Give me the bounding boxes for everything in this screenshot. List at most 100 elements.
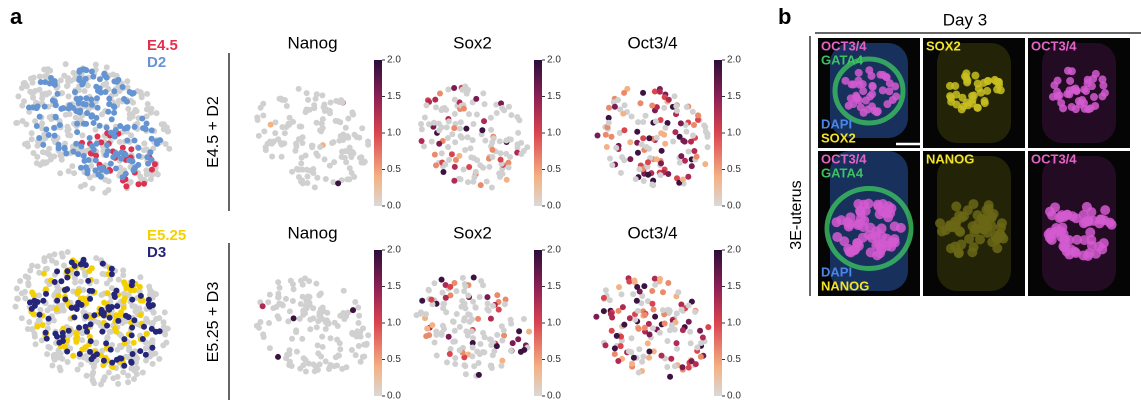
cell-dot <box>139 115 146 122</box>
colorbar-tick-label: 2.0 <box>387 55 401 66</box>
nucleus <box>1082 250 1093 261</box>
cell-dot <box>611 103 618 110</box>
cell-dot <box>357 358 364 365</box>
cell-dot <box>82 323 89 330</box>
cell-dot <box>453 311 460 318</box>
cell-dot <box>447 283 454 290</box>
nucleus <box>1069 85 1078 94</box>
nucleus <box>852 238 863 249</box>
cell-dot <box>652 313 659 320</box>
cell-dot <box>43 290 50 297</box>
cell-dot <box>98 292 105 299</box>
nucleus <box>841 76 850 85</box>
cell-dot <box>488 184 495 191</box>
cell-dot <box>318 128 325 135</box>
cell-dot <box>451 338 458 345</box>
nucleus <box>1085 227 1096 238</box>
cell-dot <box>265 299 272 306</box>
cell-dot <box>88 101 95 108</box>
cell-dot <box>635 369 642 376</box>
cell-dot <box>617 343 624 350</box>
nucleus <box>947 222 958 233</box>
colorbar-tick-label: 2.0 <box>727 245 741 256</box>
colorbar-tick-label: 0.5 <box>547 354 561 365</box>
cell-dot <box>311 184 318 191</box>
cell-dot <box>71 170 78 177</box>
cell-dot <box>128 146 135 153</box>
cell-dot <box>691 148 698 155</box>
cell-dot <box>93 152 100 159</box>
colorbar-tick-label: 1.5 <box>387 281 401 292</box>
cell-dot <box>295 173 302 180</box>
cell-dot <box>141 180 148 187</box>
cell-dot <box>479 127 486 134</box>
cell-dot <box>88 68 95 75</box>
cell-dot <box>678 301 685 308</box>
cell-dot <box>18 315 25 322</box>
cell-dot <box>346 144 353 151</box>
cell-dot <box>81 87 88 94</box>
cell-dot <box>42 329 49 336</box>
cell-dot <box>318 353 325 360</box>
cell-dot <box>79 330 86 337</box>
cell-dot <box>484 294 491 301</box>
cell-dot <box>306 106 313 113</box>
cell-dot <box>68 77 75 84</box>
stain-label: DAPI <box>821 264 852 279</box>
cell-dot <box>39 120 46 127</box>
colorbar <box>534 250 542 396</box>
cell-dot <box>363 340 370 347</box>
cell-dot <box>485 307 492 314</box>
cell-dot <box>141 323 148 330</box>
cell-dot <box>665 96 672 103</box>
cell-dot <box>665 171 672 178</box>
cell-dot <box>120 369 127 376</box>
cell-dot <box>450 318 457 325</box>
cell-dot <box>515 336 522 343</box>
cell-dot <box>310 169 317 176</box>
cell-dot <box>332 117 339 124</box>
cell-dot <box>302 275 309 282</box>
cell-dot <box>260 100 267 107</box>
cell-dot <box>99 347 106 354</box>
cell-dot <box>319 92 326 99</box>
cell-dot <box>98 139 105 146</box>
cell-dot <box>103 280 110 287</box>
cell-dot <box>634 128 641 135</box>
cell-dot <box>36 311 43 318</box>
cell-dot <box>143 171 150 178</box>
cell-dot <box>290 118 297 125</box>
cell-dot <box>605 104 612 111</box>
cell-dot <box>687 328 694 335</box>
colorbar <box>534 60 542 206</box>
cell-dot <box>359 353 366 360</box>
cell-dot <box>65 327 72 334</box>
legend-entry: E4.5 <box>147 37 178 54</box>
cell-dot <box>37 79 44 86</box>
cell-dot <box>438 330 445 337</box>
cell-dot <box>649 181 656 188</box>
cell-dot <box>498 362 505 369</box>
cell-dot <box>683 128 690 135</box>
cell-dot <box>354 328 361 335</box>
nucleus <box>853 199 864 210</box>
cell-dot <box>348 151 355 158</box>
cell-dot <box>432 104 439 111</box>
cell-dot <box>100 357 107 364</box>
cell-dot <box>148 109 155 116</box>
cell-dot <box>671 363 678 370</box>
stain-label: OCT3/4 <box>1031 38 1077 53</box>
cell-dot <box>114 303 121 310</box>
cell-dot <box>295 85 302 92</box>
cell-dot <box>128 332 135 339</box>
cell-dot <box>299 140 306 147</box>
cell-dot <box>322 358 329 365</box>
cell-dot <box>51 251 58 258</box>
cell-dot <box>471 363 478 370</box>
stain-label: OCT3/4 <box>821 151 867 166</box>
cell-dot <box>443 124 450 131</box>
nucleus <box>973 79 982 88</box>
cell-dot <box>472 168 479 175</box>
cell-dot <box>509 340 516 347</box>
